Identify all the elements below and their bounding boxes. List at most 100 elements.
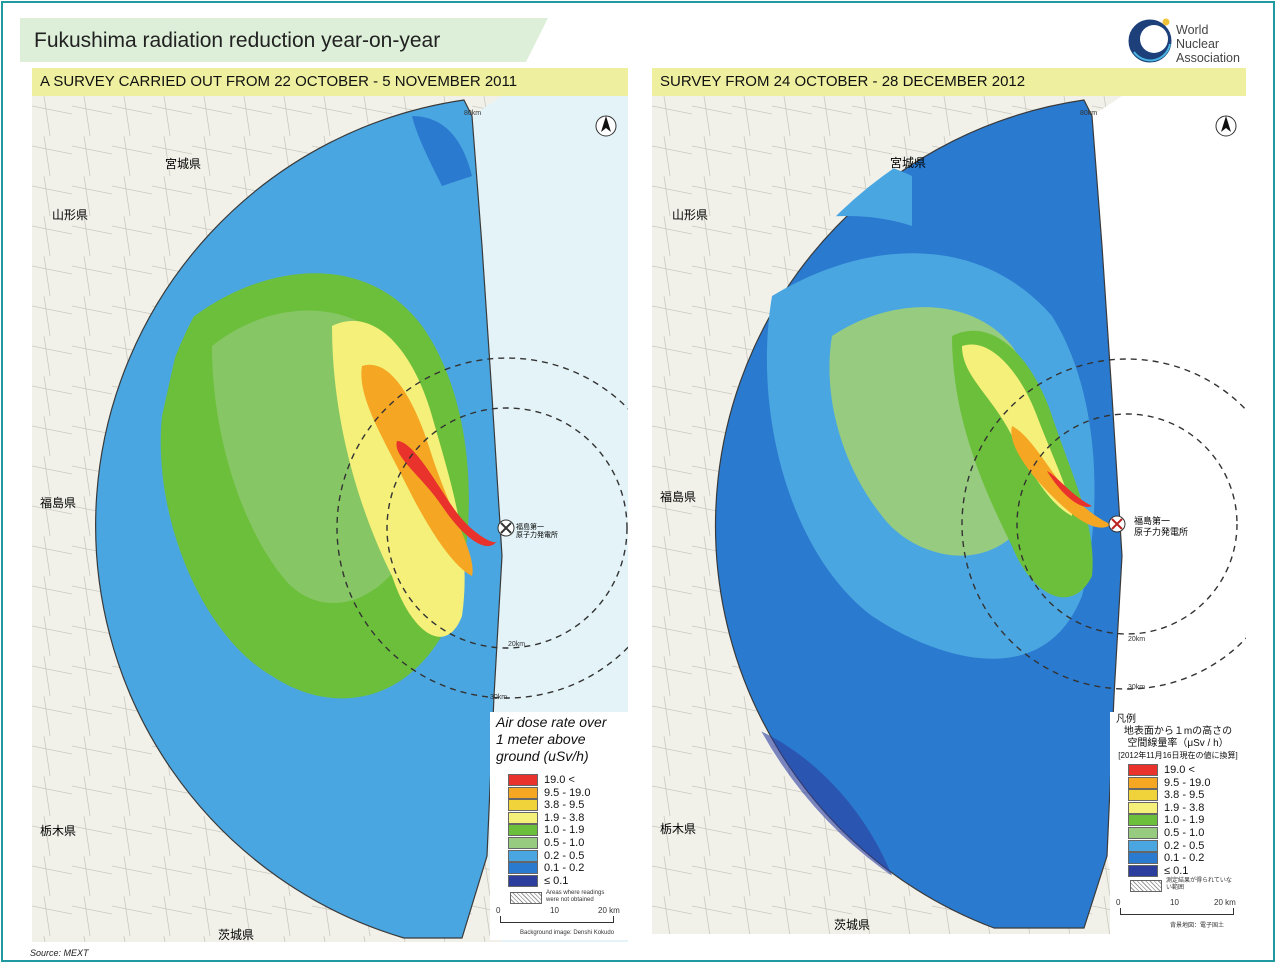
legend-bin-row: ≤ 0.1 bbox=[508, 874, 569, 887]
legend-bin-row: ≤ 0.1 bbox=[1128, 864, 1188, 877]
legend-swatch bbox=[508, 837, 538, 849]
legend-bin-label: 0.5 - 1.0 bbox=[544, 837, 585, 849]
wna-logo-text: World Nuclear Association bbox=[1176, 23, 1240, 65]
right-panel-heading: SURVEY FROM 24 OCTOBER - 28 DECEMBER 201… bbox=[652, 68, 1246, 96]
right-legend-title-1: 凡例 bbox=[1116, 714, 1136, 725]
ring-label-20km-left: 20km bbox=[508, 641, 526, 648]
legend-bin-row: 1.9 - 3.8 bbox=[1128, 801, 1205, 814]
left-legend-title-2: 1 meter above bbox=[496, 731, 586, 747]
page-title: Fukushima radiation reduction year-on-ye… bbox=[34, 29, 441, 52]
plant-label-left-2: 原子力発電所 bbox=[516, 532, 558, 539]
left-background-note: Background image: Denshi Kokudo bbox=[520, 930, 615, 936]
logo-line-2: Nuclear bbox=[1176, 37, 1220, 51]
legend-bin-row: 19.0 < bbox=[1128, 764, 1195, 776]
legend-swatch bbox=[508, 799, 538, 812]
right-scale-20: 20 km bbox=[1214, 898, 1236, 907]
wna-logo-icon bbox=[1128, 18, 1172, 63]
left-panel-heading: A SURVEY CARRIED OUT FROM 22 OCTOBER - 5… bbox=[32, 68, 628, 96]
legend-bin-label: 1.0 - 1.9 bbox=[1164, 814, 1205, 827]
label-fukushima: 福島県 bbox=[40, 496, 77, 510]
right-background-note: 背景地図：電子国土 bbox=[1170, 923, 1225, 929]
legend-swatch bbox=[508, 874, 538, 887]
right-legend: 凡例 地表面から１mの高さの 空間線量率（μSv / h） [2012年11月1… bbox=[1110, 712, 1246, 934]
plant-label-right: 福島第一 原子力発電所 bbox=[1134, 516, 1188, 538]
right-scale-bar bbox=[1120, 908, 1234, 915]
ring-label-80km-right: 80km bbox=[1080, 110, 1098, 117]
legend-swatch bbox=[508, 774, 538, 786]
legend-swatch bbox=[1128, 864, 1158, 877]
legend-bin-row: 19.0 < bbox=[508, 774, 575, 786]
legend-swatch bbox=[1128, 839, 1158, 852]
right-scale-0: 0 bbox=[1116, 898, 1121, 907]
right-legend-title-2: 地表面から１mの高さの bbox=[1123, 726, 1233, 737]
legend-bin-row: 1.0 - 1.9 bbox=[1128, 814, 1205, 827]
legend-bin-row: 1.0 - 1.9 bbox=[508, 824, 585, 837]
legend-bin-label: 9.5 - 19.0 bbox=[544, 786, 591, 799]
legend-bin-label: 0.5 - 1.0 bbox=[1164, 827, 1205, 839]
label-ibaraki: 茨城県 bbox=[218, 928, 255, 942]
legend-swatch bbox=[508, 862, 538, 875]
legend-bin-label: ≤ 0.1 bbox=[544, 874, 569, 887]
legend-swatch bbox=[1128, 789, 1158, 802]
title-tab bbox=[20, 18, 548, 62]
left-legend-title-3: ground (uSv/h) bbox=[496, 748, 589, 764]
legend-bin-label: 3.8 - 9.5 bbox=[1164, 789, 1205, 802]
label-miyagi-right: 宮城県 bbox=[890, 156, 927, 170]
legend-bin-row: 9.5 - 19.0 bbox=[508, 786, 591, 799]
left-map[interactable]: 宮城県 山形県 福島県 栃木県 茨城県 福島第一 原子力発電所 20km 30k… bbox=[32, 96, 628, 942]
left-legend-title-1: Air dose rate over bbox=[496, 714, 607, 730]
label-ibaraki-right: 茨城県 bbox=[834, 918, 871, 932]
legend-bin-row: 0.2 - 0.5 bbox=[1128, 839, 1205, 852]
legend-bin-row: 0.2 - 0.5 bbox=[508, 849, 585, 862]
label-tochigi-right: 栃木県 bbox=[660, 822, 697, 836]
legend-swatch bbox=[508, 849, 538, 862]
legend-bin-row: 3.8 - 9.5 bbox=[508, 799, 584, 812]
ring-label-20km-right: 20km bbox=[1128, 636, 1146, 643]
legend-swatch bbox=[508, 786, 538, 799]
left-scale-10: 10 bbox=[550, 906, 559, 915]
legend-swatch bbox=[1128, 764, 1158, 776]
legend-bin-label: 1.9 - 3.8 bbox=[1164, 801, 1205, 814]
ring-label-80km-left: 80km bbox=[464, 110, 482, 117]
right-legend-title-4: [2012年11月16日現在の値に換算] bbox=[1118, 751, 1238, 760]
legend-swatch bbox=[1128, 827, 1158, 839]
plant-label-left-1: 福島第一 bbox=[516, 524, 544, 531]
wna-logo bbox=[1126, 14, 1266, 64]
logo-line-3: Association bbox=[1176, 51, 1240, 65]
legend-bin-label: 1.0 - 1.9 bbox=[544, 824, 585, 837]
legend-swatch bbox=[1128, 776, 1158, 789]
legend-swatch bbox=[1128, 801, 1158, 814]
legend-bin-label: 0.1 - 0.2 bbox=[1164, 852, 1205, 865]
plant-label-left: 福島第一 原子力発電所 bbox=[516, 524, 558, 540]
logo-line-1: World bbox=[1176, 23, 1209, 37]
plant-label-right-2: 原子力発電所 bbox=[1134, 527, 1189, 537]
label-miyagi: 宮城県 bbox=[165, 157, 202, 171]
legend-bin-label: 19.0 < bbox=[1164, 764, 1195, 776]
plant-label-right-1: 福島第一 bbox=[1134, 516, 1171, 526]
legend-bin-label: 1.9 - 3.8 bbox=[544, 811, 585, 824]
right-map[interactable]: 宮城県 山形県 福島県 栃木県 茨城県 福島第一 原子力発電所 20km 30k… bbox=[652, 96, 1246, 934]
right-legend-title: 凡例 地表面から１mの高さの 空間線量率（μSv / h） [2012年11月1… bbox=[1110, 714, 1246, 762]
left-legend-title: Air dose rate over 1 meter above ground … bbox=[496, 714, 607, 765]
left-scale-bar bbox=[500, 916, 614, 923]
legend-swatch bbox=[1128, 814, 1158, 827]
legend-bin-row: 0.5 - 1.0 bbox=[508, 837, 584, 849]
legend-swatch bbox=[508, 811, 538, 824]
legend-bin-label: 9.5 - 19.0 bbox=[1164, 776, 1211, 789]
right-hatch-swatch bbox=[1130, 880, 1162, 892]
legend-bin-label: 0.2 - 0.5 bbox=[544, 849, 585, 862]
left-scale-0: 0 bbox=[496, 906, 501, 915]
label-yamagata: 山形県 bbox=[52, 208, 89, 222]
right-scale-10: 10 bbox=[1170, 898, 1179, 907]
legend-bin-row: 0.1 - 0.2 bbox=[1128, 852, 1205, 865]
legend-bin-row: 0.1 - 0.2 bbox=[508, 862, 585, 875]
left-scale-20: 20 km bbox=[598, 906, 620, 915]
legend-bin-row: 9.5 - 19.0 bbox=[1128, 776, 1211, 789]
label-yamagata-right: 山形県 bbox=[672, 208, 709, 222]
legend-bin-row: 1.9 - 3.8 bbox=[508, 811, 585, 824]
left-hatch-swatch bbox=[510, 892, 542, 904]
legend-bin-label: 0.2 - 0.5 bbox=[1164, 839, 1205, 852]
left-legend: Air dose rate over 1 meter above ground … bbox=[490, 712, 628, 940]
legend-bin-label: 0.1 - 0.2 bbox=[544, 862, 585, 875]
